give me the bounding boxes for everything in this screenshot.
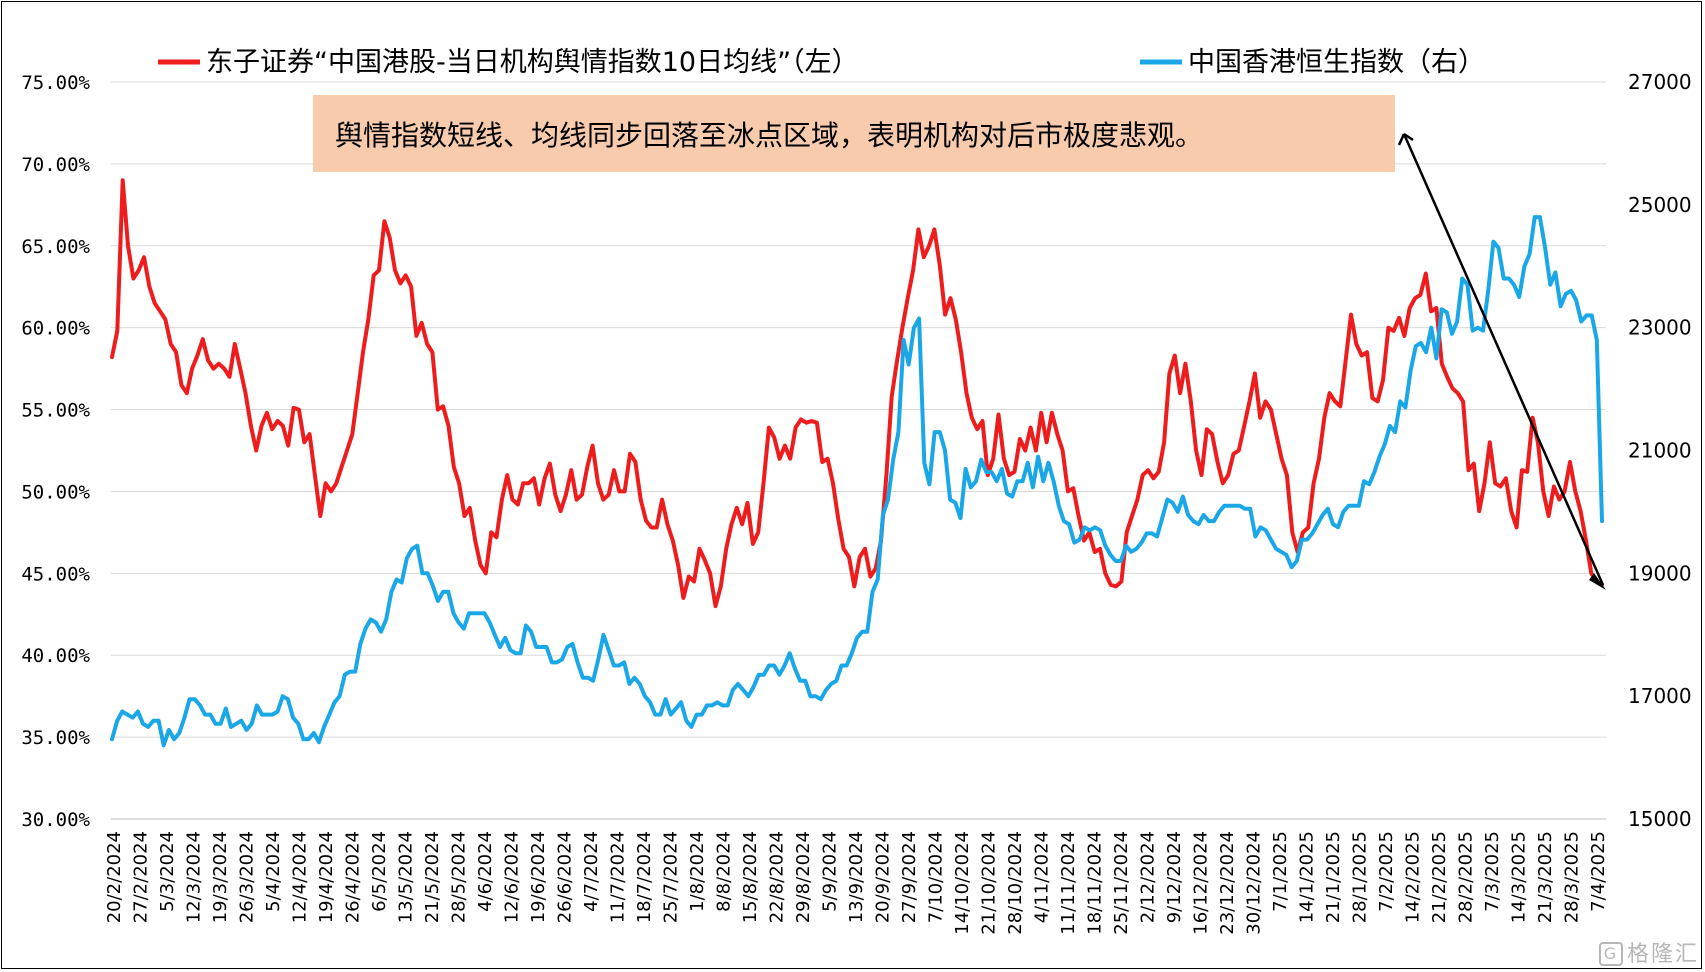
x-tick-label: 5/4/2024 (263, 831, 284, 912)
x-tick-label: 12/4/2024 (290, 831, 311, 923)
x-tick-label: 18/7/2024 (634, 831, 655, 923)
series-line-hsi (110, 215, 1604, 748)
x-tick-label: 14/1/2025 (1297, 831, 1318, 923)
x-tick-label: 13/9/2024 (846, 831, 867, 923)
x-tick-label: 13/5/2024 (396, 831, 417, 923)
y-right-tick-label: 23000 (1628, 316, 1692, 340)
x-tick-label: 22/8/2024 (767, 831, 788, 923)
x-tick-label: 4/7/2024 (581, 831, 602, 912)
x-tick-label: 9/12/2024 (1164, 831, 1185, 923)
x-tick-label: 21/3/2025 (1535, 831, 1556, 923)
x-tick-label: 6/5/2024 (369, 831, 390, 912)
x-tick-label: 16/12/2024 (1191, 831, 1212, 935)
x-tick-label: 15/8/2024 (740, 831, 761, 923)
x-tick-label: 2/12/2024 (1138, 831, 1159, 923)
y-left-tick-label: 45.00% (21, 563, 90, 585)
x-tick-label: 5/9/2024 (820, 831, 841, 912)
x-tick-label: 27/9/2024 (899, 831, 920, 923)
y-left-tick-label: 35.00% (21, 727, 90, 749)
x-tick-label: 4/6/2024 (475, 831, 496, 912)
y-left-tick-label: 55.00% (21, 400, 90, 422)
x-tick-label: 25/11/2024 (1111, 831, 1132, 935)
x-tick-label: 21/10/2024 (979, 831, 1000, 935)
y-right-tick-label: 27000 (1628, 70, 1692, 94)
annotation-arrow (1402, 133, 1605, 586)
x-tick-label: 7/3/2025 (1482, 831, 1503, 912)
y-left-tick-label: 60.00% (21, 318, 90, 340)
x-tick-label: 5/3/2024 (157, 831, 178, 912)
y-left-tick-label: 65.00% (21, 236, 90, 258)
x-tick-label: 4/11/2024 (1032, 831, 1053, 923)
x-tick-label: 28/10/2024 (1005, 831, 1026, 935)
y-left-tick-label: 40.00% (21, 645, 90, 667)
series-lines (110, 178, 1604, 748)
series-line-sentiment (110, 178, 1604, 609)
legend-label: 东子证券“中国港股-当日机构舆情指数10日均线”（左） (206, 47, 859, 78)
x-tick-label: 18/11/2024 (1085, 831, 1106, 935)
y-left-tick-label: 75.00% (21, 72, 90, 94)
x-tick-label: 20/2/2024 (104, 831, 125, 923)
watermark: G 格隆汇 (1598, 936, 1699, 968)
x-tick-label: 7/2/2025 (1376, 831, 1397, 912)
x-tick-label: 1/8/2024 (687, 831, 708, 912)
x-tick-label: 7/4/2025 (1588, 831, 1609, 912)
x-tick-label: 7/1/2025 (1270, 831, 1291, 912)
y-right-tick-label: 21000 (1628, 439, 1692, 463)
y-right-tick-label: 15000 (1628, 807, 1692, 831)
x-tick-label: 30/12/2024 (1244, 831, 1265, 935)
x-tick-label: 21/1/2025 (1323, 831, 1344, 923)
annotation-arrowhead (1589, 573, 1606, 590)
annotation-text: 舆情指数短线、均线同步回落至冰点区域，表明机构对后市极度悲观。 (335, 119, 1203, 152)
x-tick-label: 28/2/2025 (1456, 831, 1477, 923)
x-tick-label: 19/4/2024 (316, 831, 337, 923)
y-left-tick-label: 50.00% (21, 481, 90, 503)
x-tick-label: 26/6/2024 (555, 831, 576, 923)
x-tick-label: 26/3/2024 (237, 831, 258, 923)
annotation: 舆情指数短线、均线同步回落至冰点区域，表明机构对后市极度悲观。 (313, 95, 1606, 590)
x-tick-label: 7/10/2024 (926, 831, 947, 923)
annotation-box (313, 95, 1395, 172)
x-tick-label: 29/8/2024 (793, 831, 814, 923)
x-axis: 20/2/2024 27/2/2024 5/3/2024 12/3/2024 19/3/… (104, 818, 1609, 935)
x-tick-label: 19/3/2024 (210, 831, 231, 923)
x-tick-label: 19/6/2024 (528, 831, 549, 923)
x-tick-label: 14/2/2025 (1403, 831, 1424, 923)
y-right-tick-label: 25000 (1628, 193, 1692, 217)
x-tick-label: 28/1/2025 (1350, 831, 1371, 923)
x-tick-label: 26/4/2024 (343, 831, 364, 923)
annotation-arrowhead (1397, 132, 1414, 146)
x-tick-label: 25/7/2024 (661, 831, 682, 923)
x-tick-label: 11/7/2024 (608, 831, 629, 923)
y-axis-left: 30.00% 35.00% 40.00% 45.00% 50.00% 55.00% 60.0… (21, 72, 90, 831)
x-tick-label: 14/3/2025 (1509, 831, 1530, 923)
y-axis-right: 15000 17000 19000 21000 23000 25000 27000 (1628, 70, 1692, 831)
x-tick-label: 28/5/2024 (449, 831, 470, 923)
x-tick-label: 27/2/2024 (131, 831, 152, 923)
x-tick-label: 23/12/2024 (1217, 831, 1238, 935)
x-tick-label: 21/5/2024 (422, 831, 443, 923)
y-left-tick-label: 30.00% (21, 809, 90, 831)
watermark-logo-icon: G (1598, 942, 1623, 966)
x-tick-label: 21/2/2025 (1429, 831, 1450, 923)
x-tick-label: 28/3/2025 (1562, 831, 1583, 923)
y-left-tick-label: 70.00% (21, 154, 90, 176)
x-tick-label: 12/6/2024 (502, 831, 523, 923)
watermark-text: 格隆汇 (1626, 942, 1699, 967)
x-tick-label: 14/10/2024 (952, 831, 973, 935)
y-right-tick-label: 19000 (1628, 561, 1692, 585)
x-tick-label: 20/9/2024 (873, 831, 894, 923)
x-tick-label: 8/8/2024 (714, 831, 735, 912)
legend-label: 中国香港恒生指数（右） (1188, 47, 1485, 78)
x-tick-label: 12/3/2024 (184, 831, 205, 923)
x-tick-label: 11/11/2024 (1058, 831, 1079, 935)
y-right-tick-label: 17000 (1628, 684, 1692, 708)
legend: 东子证券“中国港股-当日机构舆情指数10日均线”（左） 中国香港恒生指数（右） (158, 47, 1485, 78)
